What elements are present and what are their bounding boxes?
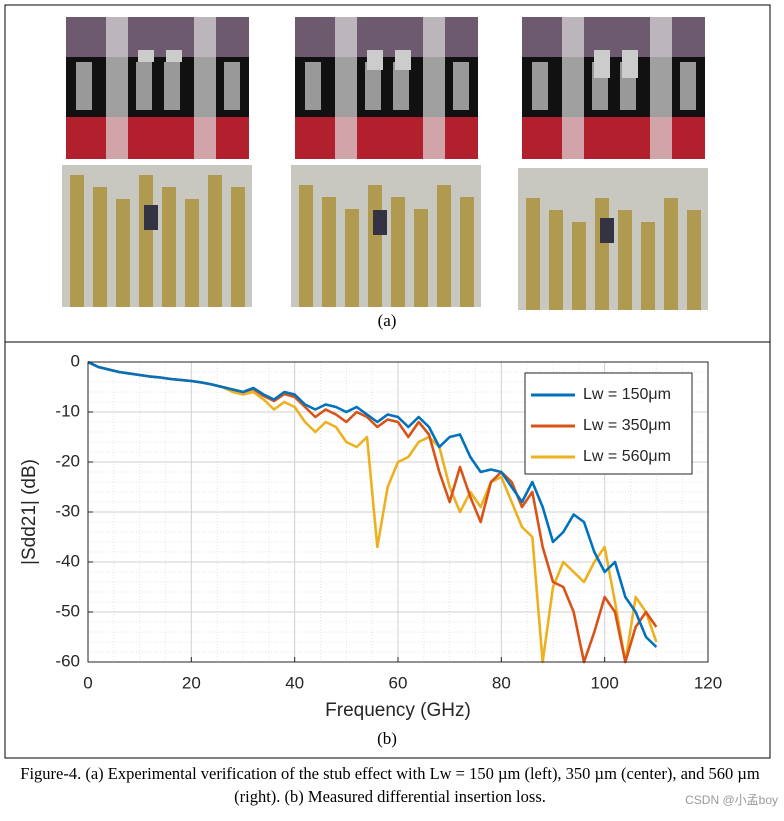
via-strip [650, 17, 672, 159]
photo-slot [373, 210, 387, 235]
legend-label: Lw = 350μm [583, 417, 671, 434]
pad [76, 62, 92, 110]
x-tick-label: 20 [182, 673, 201, 692]
y-tick-label: 0 [71, 351, 80, 370]
photo-slot [144, 205, 158, 230]
photo-trace [231, 187, 245, 307]
photo-trace [345, 209, 359, 307]
x-tick-label: 120 [694, 673, 722, 692]
caption: Figure-4. (a) Experimental verification … [20, 764, 760, 806]
y-tick-label: -30 [55, 501, 80, 520]
photo-trace [162, 187, 176, 307]
photo-trace [208, 175, 222, 307]
layout-mid [295, 57, 478, 117]
photo-trace [664, 198, 678, 310]
photo-trace [526, 198, 540, 310]
layout-bottom [295, 117, 478, 159]
photo-trace [641, 222, 655, 310]
photo-trace [322, 197, 336, 307]
x-tick-label: 100 [590, 673, 618, 692]
photos [62, 17, 708, 310]
layout-bottom [522, 117, 705, 159]
y-tick-label: -60 [55, 651, 80, 670]
photo-trace [93, 187, 107, 307]
figure-border [4, 4, 771, 759]
photo-trace [70, 175, 84, 307]
photo-bg [62, 165, 252, 307]
panel-label: (a) [378, 311, 397, 330]
layout-mid [66, 57, 249, 117]
photo-trace [618, 210, 632, 310]
series-line [88, 360, 658, 648]
photo-trace [414, 209, 428, 307]
panel-label: (b) [377, 729, 397, 748]
photo-trace [299, 185, 313, 307]
x-tick-label: 40 [285, 673, 304, 692]
legend-label: Lw = 560μm [583, 448, 671, 465]
plot-frame [87, 361, 709, 663]
via-strip [335, 17, 357, 159]
pad [164, 62, 180, 110]
watermark: CSDN @小孟boy [685, 793, 778, 807]
x-axis-label: Frequency (GHz) [325, 700, 471, 721]
photo-trace [185, 199, 199, 307]
y-tick-label: -10 [55, 401, 80, 420]
via-strip [562, 17, 584, 159]
layout-top [522, 17, 705, 57]
legend-label: Lw = 150μm [583, 386, 671, 403]
layout-bottom [66, 117, 249, 159]
stub [594, 50, 610, 78]
photo-trace [595, 198, 609, 310]
x-tick-label: 60 [389, 673, 408, 692]
photo-trace [437, 185, 451, 307]
via-strip [106, 17, 128, 159]
stub [395, 50, 411, 70]
photo-trace [687, 210, 701, 310]
pad [305, 62, 321, 110]
y-tick-label: -20 [55, 451, 80, 470]
pad [365, 62, 381, 110]
photo-trace [391, 197, 405, 307]
via-strip [423, 17, 445, 159]
photo-trace [368, 185, 382, 307]
photo-bg [291, 165, 481, 307]
pad [532, 62, 548, 110]
photo-trace [549, 210, 563, 310]
pad [680, 62, 696, 110]
y-tick-label: -40 [55, 551, 80, 570]
pad [136, 62, 152, 110]
stub [138, 50, 154, 62]
pad [453, 62, 469, 110]
y-tick-label: -50 [55, 601, 80, 620]
caption-box: Figure-4. (a) Experimental verification … [20, 764, 760, 806]
x-tick-label: 0 [83, 673, 92, 692]
stub [166, 50, 182, 62]
layout-mid [522, 57, 705, 117]
layout-top [295, 17, 478, 57]
photo-trace [116, 199, 130, 307]
y-axis-label: |Sdd21| (dB) [19, 459, 40, 565]
photo-trace [460, 197, 474, 307]
pad [393, 62, 409, 110]
photo-trace [572, 222, 586, 310]
photo-trace [139, 175, 153, 307]
stub [367, 50, 383, 70]
photo-slot [600, 218, 614, 243]
stub [622, 50, 638, 78]
via-strip [194, 17, 216, 159]
pad [224, 62, 240, 110]
x-tick-label: 80 [492, 673, 511, 692]
layout-top [66, 17, 249, 57]
